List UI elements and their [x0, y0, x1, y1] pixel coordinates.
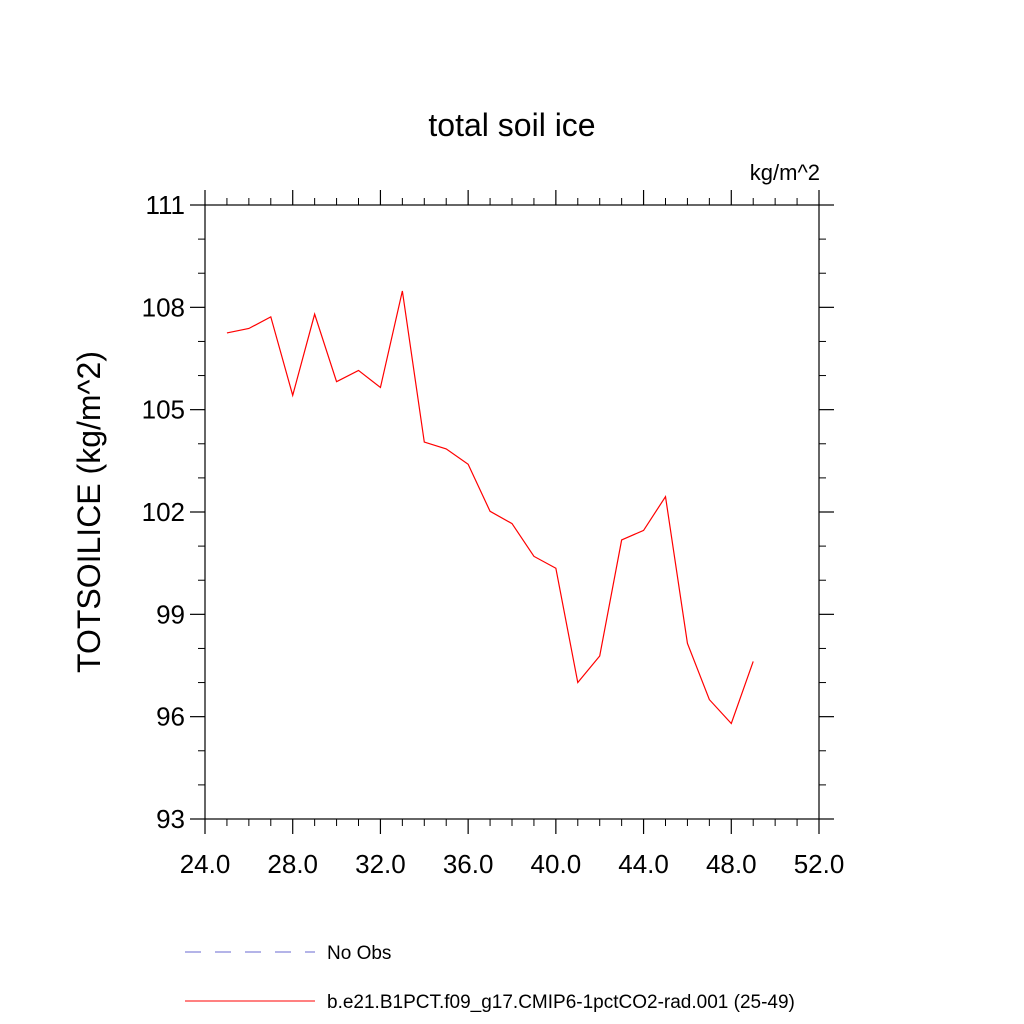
- y-axis-label: TOTSOILICE (kg/m^2): [71, 351, 107, 673]
- y-tick-label: 96: [156, 702, 185, 732]
- chart-title: total soil ice: [428, 107, 595, 143]
- x-tick-label: 28.0: [267, 849, 318, 879]
- y-axis-ticks: 93 96 99 102 105 108 111: [142, 190, 834, 834]
- series-line-0: [226, 290, 754, 725]
- legend: No Obs b.e21.B1PCT.f09_g17.CMIP6-1pctCO2…: [185, 943, 795, 1013]
- y-tick-label: 111: [145, 190, 185, 220]
- x-axis-ticks: 24.0 28.0 32.0 36.0 40.0 44.0 48.0 52.0: [180, 190, 845, 879]
- x-tick-label: 36.0: [443, 849, 494, 879]
- x-tick-label: 24.0: [180, 849, 231, 879]
- plot-frame: [204, 204, 820, 820]
- x-tick-label: 44.0: [618, 849, 669, 879]
- legend-label-model-run: b.e21.B1PCT.f09_g17.CMIP6-1pctCO2-rad.00…: [327, 992, 795, 1013]
- y-tick-label: 105: [142, 395, 185, 425]
- y-tick-label: 108: [142, 292, 185, 322]
- x-tick-label: 32.0: [355, 849, 406, 879]
- x-tick-label: 48.0: [706, 849, 757, 879]
- legend-label-no-obs: No Obs: [327, 943, 391, 964]
- x-tick-label: 40.0: [531, 849, 582, 879]
- units-label: kg/m^2: [750, 160, 820, 185]
- y-tick-label: 102: [142, 497, 185, 527]
- y-tick-label: 99: [156, 599, 185, 629]
- y-tick-label: 93: [156, 804, 185, 834]
- series-layer: [226, 290, 754, 725]
- x-tick-label: 52.0: [794, 849, 845, 879]
